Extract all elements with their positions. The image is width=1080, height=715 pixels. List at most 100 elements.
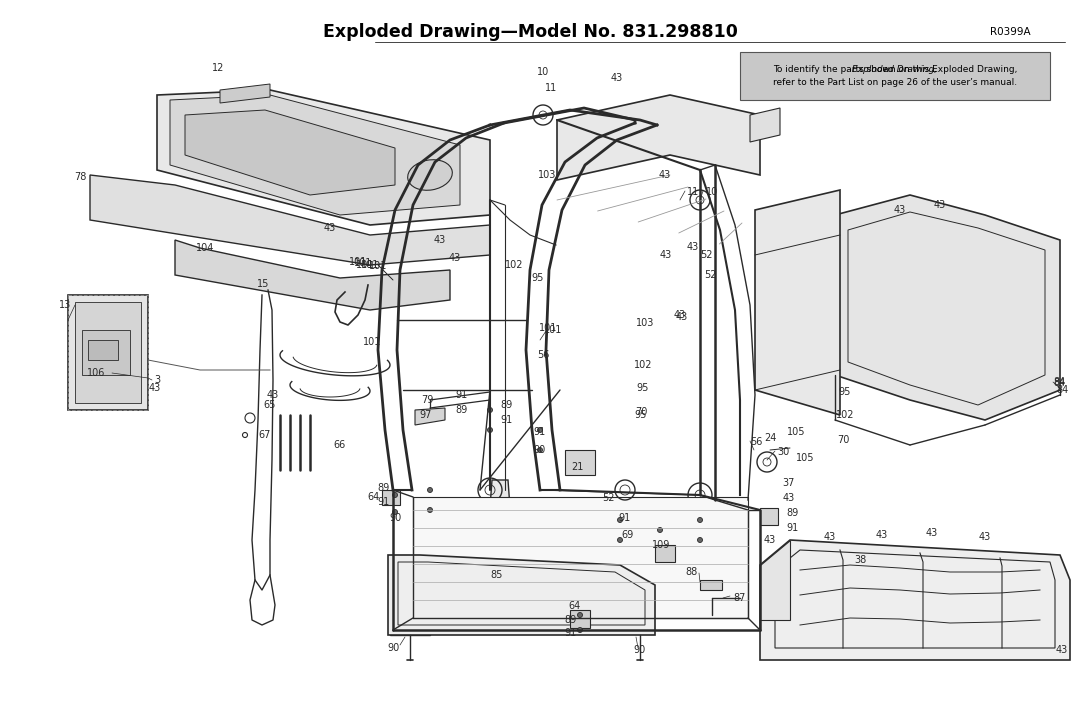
Polygon shape: [87, 340, 118, 360]
Text: 52: 52: [700, 250, 712, 260]
Text: 11: 11: [545, 83, 557, 93]
Text: 101: 101: [539, 323, 557, 333]
Text: 70: 70: [837, 435, 849, 445]
Text: 10: 10: [537, 67, 549, 77]
Polygon shape: [157, 90, 490, 225]
Text: 91: 91: [501, 415, 513, 425]
Text: 11: 11: [687, 187, 699, 197]
Text: 78: 78: [73, 172, 86, 182]
Text: 15: 15: [257, 279, 269, 289]
Text: 43: 43: [894, 205, 906, 215]
Polygon shape: [835, 195, 1059, 420]
Text: 105: 105: [796, 453, 814, 463]
Text: 102: 102: [836, 410, 854, 420]
Text: 43: 43: [674, 310, 686, 320]
Text: 43: 43: [676, 312, 688, 322]
Text: 89: 89: [377, 483, 389, 493]
Circle shape: [538, 448, 542, 453]
Polygon shape: [220, 84, 270, 103]
Text: 103: 103: [538, 170, 556, 180]
Text: 52: 52: [704, 270, 716, 280]
Text: 95: 95: [839, 387, 851, 397]
Circle shape: [618, 538, 622, 543]
Circle shape: [392, 493, 397, 498]
Circle shape: [392, 510, 397, 515]
Text: 84: 84: [1054, 377, 1066, 387]
Text: 101: 101: [355, 260, 374, 270]
Polygon shape: [760, 540, 1070, 660]
Circle shape: [487, 428, 492, 433]
Text: 43: 43: [149, 383, 161, 393]
Polygon shape: [388, 555, 654, 635]
Text: To identify the parts shown on this Exploded Drawing,
refer to the Part List on : To identify the parts shown on this Expl…: [773, 65, 1017, 87]
Text: 105: 105: [786, 427, 806, 437]
Text: 84: 84: [1054, 378, 1066, 388]
Polygon shape: [390, 580, 430, 635]
Text: 90: 90: [389, 513, 401, 523]
Text: 101: 101: [354, 258, 373, 268]
Text: 67: 67: [259, 430, 271, 440]
Text: 90: 90: [634, 645, 646, 655]
Text: 102: 102: [634, 360, 652, 370]
Polygon shape: [185, 110, 395, 195]
Polygon shape: [654, 545, 675, 562]
Polygon shape: [82, 330, 130, 375]
Circle shape: [658, 528, 662, 533]
Text: 106: 106: [86, 368, 105, 378]
Text: 89: 89: [787, 508, 799, 518]
Polygon shape: [750, 108, 780, 142]
Circle shape: [658, 548, 662, 553]
Polygon shape: [760, 540, 789, 620]
Polygon shape: [488, 480, 512, 535]
Text: 89: 89: [565, 615, 577, 625]
Text: 64: 64: [569, 601, 581, 611]
Polygon shape: [382, 490, 400, 505]
Text: 21: 21: [571, 462, 583, 472]
Text: 65: 65: [264, 400, 276, 410]
Polygon shape: [75, 302, 141, 403]
Text: 89: 89: [456, 405, 468, 415]
Text: 64: 64: [368, 492, 380, 502]
Text: 91: 91: [534, 427, 546, 437]
Text: 102: 102: [504, 260, 523, 270]
Text: 90: 90: [387, 643, 400, 653]
Text: 88: 88: [686, 567, 698, 577]
Text: 43: 43: [267, 390, 279, 400]
Text: 43: 43: [687, 242, 699, 252]
Circle shape: [538, 428, 542, 433]
Text: 43: 43: [934, 200, 946, 210]
Circle shape: [578, 628, 582, 633]
Text: 43: 43: [659, 170, 671, 180]
Text: 43: 43: [660, 250, 672, 260]
Circle shape: [578, 613, 582, 618]
Polygon shape: [68, 295, 148, 410]
Text: 95: 95: [635, 410, 647, 420]
Polygon shape: [565, 450, 595, 475]
Text: 97: 97: [420, 410, 432, 420]
Text: 43: 43: [783, 493, 795, 503]
Circle shape: [618, 518, 622, 523]
Circle shape: [428, 488, 432, 493]
Circle shape: [487, 408, 492, 413]
Text: 91: 91: [456, 390, 468, 400]
Text: 89: 89: [501, 400, 513, 410]
Text: 66: 66: [334, 440, 346, 450]
Polygon shape: [760, 508, 778, 525]
Circle shape: [698, 518, 702, 523]
Text: Exploded Drawing—Model No. 831.298810: Exploded Drawing—Model No. 831.298810: [323, 23, 738, 41]
Text: 91: 91: [377, 497, 389, 507]
Text: 12: 12: [212, 63, 225, 73]
Text: 101: 101: [544, 325, 563, 335]
Polygon shape: [175, 240, 450, 310]
Text: 43: 43: [876, 530, 888, 540]
Polygon shape: [700, 580, 723, 590]
Text: 43: 43: [611, 73, 623, 83]
Text: 101: 101: [361, 260, 379, 270]
Text: 38: 38: [854, 555, 866, 565]
Text: 13: 13: [59, 300, 71, 310]
Polygon shape: [557, 95, 760, 180]
Text: 70: 70: [635, 407, 647, 417]
Text: 101: 101: [368, 261, 388, 271]
Text: 43: 43: [434, 235, 446, 245]
Text: 43: 43: [978, 532, 991, 542]
